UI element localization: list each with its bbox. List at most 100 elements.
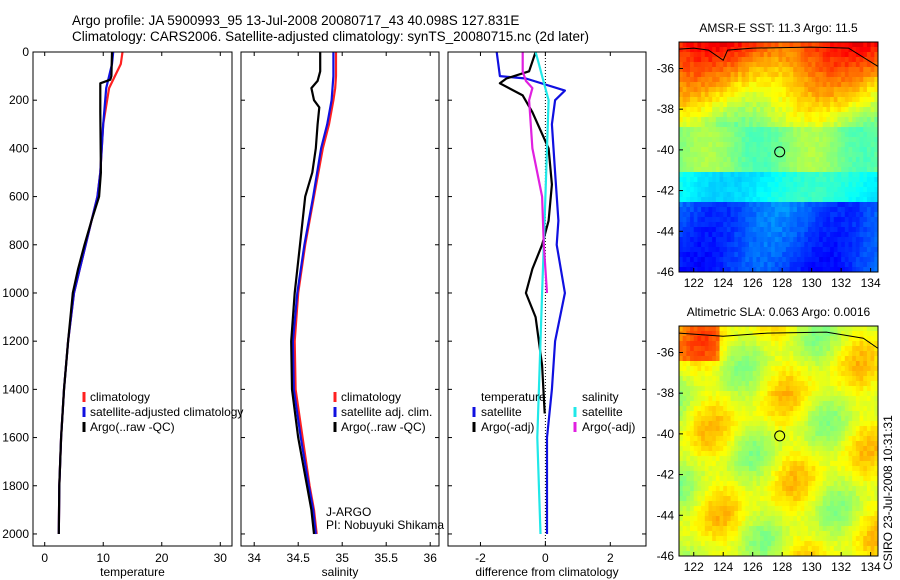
map-cell: [830, 396, 835, 402]
map-cell: [789, 401, 794, 407]
map-cell: [682, 87, 687, 93]
map-cell: [763, 157, 768, 163]
map-cell: [749, 252, 754, 258]
map-cell: [752, 406, 757, 412]
map-cell: [715, 52, 720, 58]
map-cell: [726, 466, 731, 472]
x-tick-label: 124: [713, 276, 733, 290]
map-cell: [830, 252, 835, 258]
map-cell: [782, 157, 787, 163]
map-cell: [807, 536, 813, 542]
map-cell: [767, 526, 772, 532]
map-cell: [737, 456, 743, 462]
map-cell: [774, 436, 779, 442]
map-cell: [767, 242, 772, 248]
map-cell: [874, 496, 879, 502]
map-cell: [804, 77, 809, 83]
map-cell: [679, 426, 684, 432]
map-cell: [837, 491, 842, 497]
map-cell: [767, 142, 772, 148]
map-cell: [737, 341, 743, 347]
map-cell: [682, 152, 687, 158]
map-cell: [760, 531, 765, 537]
map-cell: [682, 172, 687, 178]
map-cell: [848, 526, 853, 532]
map-cell: [726, 416, 731, 422]
map-cell: [874, 122, 879, 128]
map-cell: [774, 132, 779, 138]
map-cell: [690, 496, 695, 502]
map-cell: [756, 202, 761, 208]
map-cell: [697, 252, 702, 258]
map-cell: [852, 386, 857, 392]
map-cell: [826, 421, 831, 427]
map-cell: [852, 202, 857, 208]
map-cell: [778, 52, 783, 58]
map-cell: [719, 67, 724, 73]
map-cell: [697, 526, 702, 532]
map-cell: [697, 187, 702, 193]
map-cell: [863, 421, 868, 427]
map-cell: [804, 466, 809, 472]
map-cell: [830, 142, 835, 148]
map-cell: [730, 356, 735, 362]
map-cell: [737, 142, 743, 148]
map-cell: [848, 406, 853, 412]
map-cell: [870, 207, 875, 213]
x-axis-label: salinity: [322, 565, 359, 579]
map-cell: [811, 371, 816, 377]
map-cell: [682, 122, 687, 128]
map-cell: [826, 341, 831, 347]
map-cell: [723, 167, 728, 173]
map-cell: [789, 491, 794, 497]
map-cell: [807, 147, 813, 153]
map-cell: [789, 516, 794, 522]
map-cell: [844, 117, 849, 123]
map-cell: [760, 82, 765, 88]
map-cell: [807, 207, 813, 213]
map-cell: [789, 536, 794, 542]
map-cell: [815, 262, 820, 268]
map-cell: [745, 456, 750, 462]
map-cell: [778, 401, 783, 407]
map-cell: [771, 391, 776, 397]
map-cell: [815, 406, 820, 412]
map-cell: [774, 157, 779, 163]
map-cell: [760, 381, 765, 387]
map-cell: [815, 257, 820, 263]
map-cell: [841, 461, 846, 467]
map-cell: [715, 172, 720, 178]
map-cell: [819, 82, 824, 88]
map-cell: [734, 406, 739, 412]
map-cell: [741, 122, 746, 128]
map-cell: [774, 82, 779, 88]
map-cell: [811, 441, 816, 447]
map-cell: [800, 346, 805, 352]
map-cell: [723, 227, 728, 233]
map-cell: [704, 426, 709, 432]
map-cell: [741, 57, 746, 63]
map-cell: [734, 506, 739, 512]
map-cell: [859, 351, 864, 357]
map-cell: [782, 42, 787, 48]
map-cell: [749, 406, 754, 412]
map-cell: [726, 192, 731, 198]
map-cell: [723, 257, 728, 263]
map-cell: [719, 257, 724, 263]
map-cell: [679, 416, 684, 422]
map-cell: [785, 62, 790, 68]
map-cell: [796, 371, 802, 377]
map-cell: [723, 331, 728, 337]
map-cell: [745, 222, 750, 228]
map-cell: [771, 516, 776, 522]
map-cell: [745, 351, 750, 357]
map-cell: [745, 441, 750, 447]
map-cell: [726, 421, 731, 427]
map-cell: [793, 252, 798, 258]
map-cell: [752, 446, 757, 452]
map-cell: [800, 376, 805, 382]
map-cell: [682, 242, 687, 248]
map-cell: [737, 267, 743, 273]
map-cell: [749, 52, 754, 58]
map-cell: [807, 87, 813, 93]
